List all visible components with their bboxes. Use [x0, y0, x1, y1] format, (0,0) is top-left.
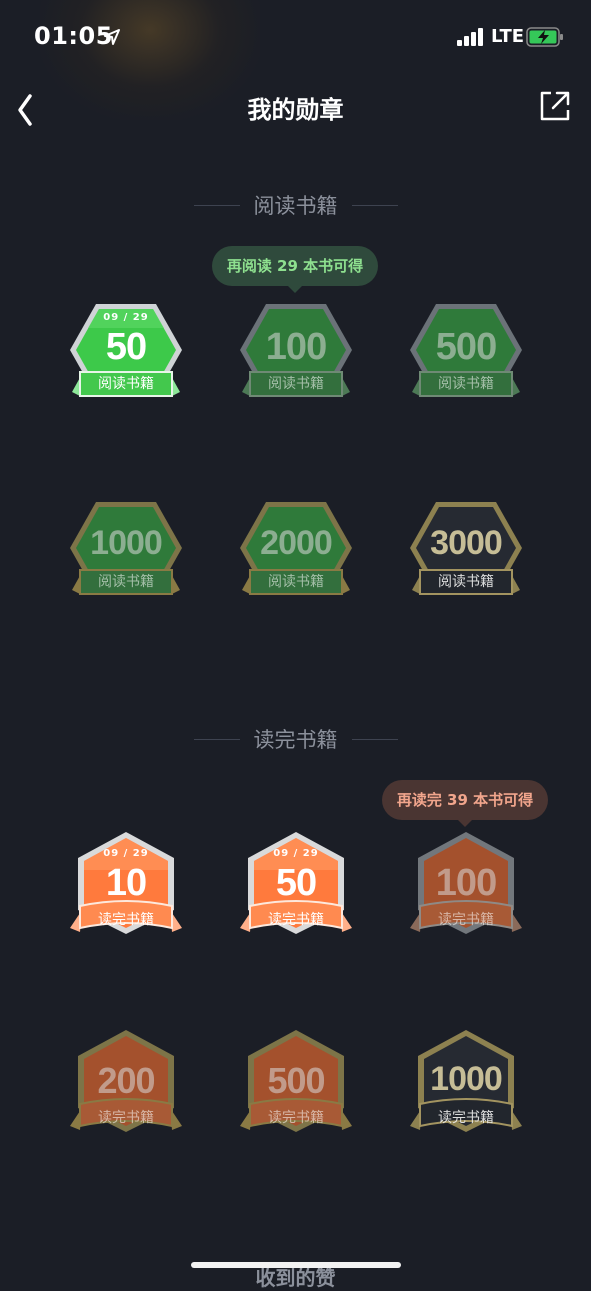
badge-shape-icon	[70, 1030, 182, 1132]
badge-label: 读完书籍	[98, 912, 154, 928]
section-title: 读完书籍	[253, 728, 338, 752]
badge-label: 阅读书籍	[438, 574, 494, 590]
badge-finish-1000[interactable]: 1000 读完书籍	[406, 1028, 526, 1148]
status-time: 01:05	[34, 22, 113, 50]
home-indicator[interactable]	[191, 1262, 401, 1268]
badge-date: 09 / 29	[103, 312, 149, 323]
cellular-signal-icon	[457, 28, 483, 46]
network-type: LTE	[491, 26, 525, 47]
back-button[interactable]	[8, 82, 44, 130]
badge-finish-500[interactable]: 500 读完书籍	[236, 1028, 356, 1148]
badge-shape-icon	[410, 502, 522, 595]
badge-label: 阅读书籍	[98, 376, 154, 392]
badge-finish-100[interactable]: 100 读完书籍	[406, 830, 526, 950]
badge-shape-icon	[70, 304, 182, 397]
badge-label: 读完书籍	[438, 1110, 494, 1126]
battery-charging-icon	[526, 27, 563, 47]
badge-value: 100	[265, 326, 327, 368]
badge-value: 10	[105, 862, 147, 904]
badge-label: 阅读书籍	[268, 574, 324, 590]
badge-finish-10[interactable]: 09 / 29 10 读完书籍	[66, 830, 186, 950]
section-header-reading: 阅读书籍	[0, 190, 591, 220]
nav-bar: 我的勋章	[0, 76, 591, 136]
badge-date: 09 / 29	[273, 848, 319, 859]
badge-value: 500	[435, 326, 497, 368]
badge-label: 阅读书籍	[268, 376, 324, 392]
share-button[interactable]	[537, 88, 573, 124]
location-arrow-icon	[104, 29, 120, 45]
badge-value: 50	[105, 326, 147, 368]
badge-read-2000[interactable]: 2000 阅读书籍	[236, 498, 356, 618]
badge-value: 3000	[430, 524, 503, 562]
badge-shape-icon	[70, 832, 182, 934]
badge-label: 读完书籍	[268, 1110, 324, 1126]
header-divider	[193, 738, 240, 740]
badge-read-500[interactable]: 500 阅读书籍	[406, 300, 526, 420]
badge-label: 读完书籍	[98, 1110, 154, 1126]
badge-value: 500	[267, 1060, 325, 1101]
badge-shape-icon	[410, 1030, 522, 1132]
badge-shape-icon	[240, 502, 352, 595]
badge-finish-200[interactable]: 200 读完书籍	[66, 1028, 186, 1148]
badge-shape-icon	[240, 1030, 352, 1132]
badge-value: 200	[97, 1060, 155, 1101]
header-divider	[351, 738, 398, 740]
badge-read-3000[interactable]: 3000 阅读书籍	[406, 498, 526, 618]
progress-tooltip: 再阅读 29 本书可得	[212, 246, 378, 293]
badge-value: 2000	[260, 524, 333, 562]
badge-value: 1000	[430, 1060, 503, 1098]
section-header-finished: 读完书籍	[0, 724, 591, 754]
badge-shape-icon	[240, 304, 352, 397]
badge-read-50[interactable]: 09 / 29 50 阅读书籍	[66, 300, 186, 420]
badge-value: 100	[435, 862, 497, 904]
page-title: 我的勋章	[247, 96, 344, 124]
progress-tooltip: 再读完 39 本书可得	[382, 780, 548, 827]
badge-label: 读完书籍	[268, 912, 324, 928]
badge-read-1000[interactable]: 1000 阅读书籍	[66, 498, 186, 618]
header-divider	[193, 204, 240, 206]
section-title: 阅读书籍	[253, 194, 338, 218]
badge-shape-icon	[410, 832, 522, 934]
header-divider	[351, 204, 398, 206]
badge-value: 50	[275, 862, 317, 904]
badge-shape-icon	[410, 304, 522, 397]
badge-read-100[interactable]: 100 阅读书籍	[236, 300, 356, 420]
badge-label: 阅读书籍	[438, 376, 494, 392]
badge-finish-50[interactable]: 09 / 29 50 读完书籍	[236, 830, 356, 950]
badge-date: 09 / 29	[103, 848, 149, 859]
status-bar: 01:05 LTE	[0, 0, 591, 76]
badge-shape-icon	[70, 502, 182, 595]
badge-label: 阅读书籍	[98, 574, 154, 590]
badge-value: 1000	[90, 524, 163, 562]
badge-label: 读完书籍	[438, 912, 494, 928]
badge-shape-icon	[240, 832, 352, 934]
